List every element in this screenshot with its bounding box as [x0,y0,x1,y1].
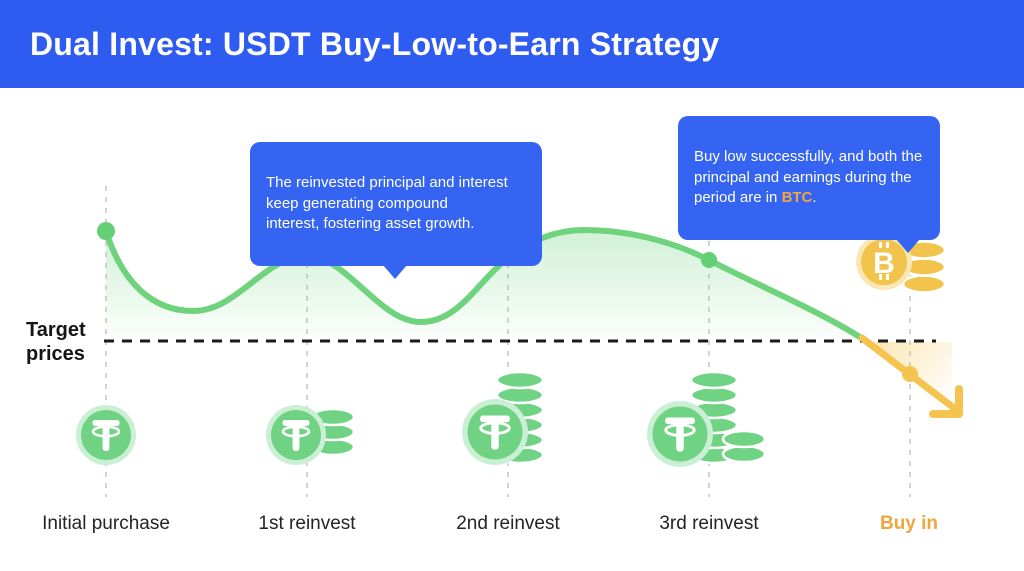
timeline-label-3rd-reinvest: 3rd reinvest [659,513,759,534]
timeline-label-1st-reinvest: 1st reinvest [258,513,356,534]
callout-compound-interest: The reinvested principal and interest ke… [250,142,542,279]
usdt-coin-icon [645,399,715,469]
callout-buy-low-text: Buy low successfully, and both the princ… [694,148,923,207]
svg-text:B: B [873,247,895,280]
usdt-coin-stack-short-icon [721,429,767,464]
btc-highlight: BTC [781,189,813,207]
timeline-label-initial-purchase: Initial purchase [42,513,170,534]
callout-pointer-icon [383,264,407,279]
down-arrow-head-icon [929,385,963,418]
btc-coin-icon: B [856,234,912,290]
usdt-coin-icon [264,403,328,467]
callout-pointer-icon [896,238,920,253]
timeline-label-2nd-reinvest: 2nd reinvest [456,513,560,534]
page-title: Dual Invest: USDT Buy-Low-to-Earn Strate… [30,25,720,62]
callout-buy-low: Buy low successfully, and both the princ… [678,116,940,253]
target-prices-label: Target prices [26,319,86,366]
header-bar: Dual Invest: USDT Buy-Low-to-Earn Strate… [0,0,1024,88]
callout-compound-text: The reinvested principal and interest ke… [266,174,508,233]
usdt-coin-icon [460,397,530,467]
usdt-coin-icon [74,403,138,467]
callout-buy-low-text-end: . [812,189,817,207]
timeline-label-buy-in: Buy in [879,513,939,534]
